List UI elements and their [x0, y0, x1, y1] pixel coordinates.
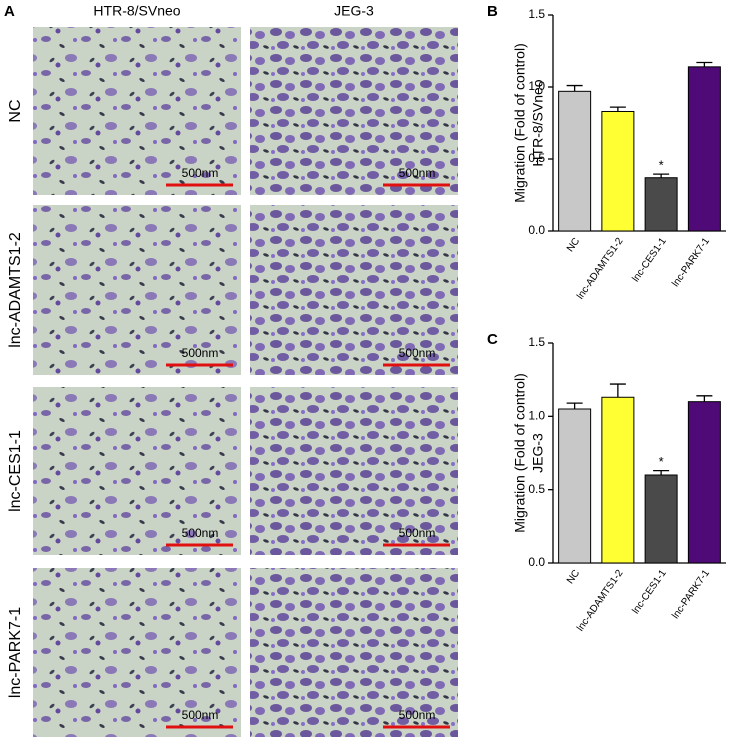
- scale-bar-label: 500nm: [182, 346, 219, 360]
- scale-bar-label: 500nm: [399, 346, 436, 360]
- y-axis-label: Migration (Fold of control): [512, 373, 528, 533]
- scale-bar-label: 500nm: [399, 708, 436, 722]
- cell-stain: [250, 205, 458, 375]
- scale-bar-label: 500nm: [399, 166, 436, 180]
- column-header: JEG-3: [334, 3, 374, 19]
- panel-label: A: [4, 3, 15, 20]
- scale-bar-label: 500nm: [182, 526, 219, 540]
- error-bar: [653, 173, 670, 178]
- row-label: lnc-ADAMTS1-2: [7, 232, 24, 348]
- x-tick-label: lnc-ADAMTS1-2: [575, 568, 626, 634]
- y-tick-label: 1.5: [528, 7, 545, 21]
- panel-label: B: [487, 3, 498, 20]
- y-tick-label: 1.0: [528, 409, 545, 423]
- x-tick-label: lnc-ADAMTS1-2: [575, 236, 626, 302]
- x-tick-label: NC: [565, 236, 582, 254]
- row-label: NC: [7, 99, 24, 122]
- cell-stain: [33, 27, 241, 195]
- x-tick-label: lnc-PARK7-1: [670, 568, 712, 621]
- bar: [601, 396, 635, 564]
- cell-stain: [33, 205, 241, 375]
- bar: [644, 177, 678, 232]
- scale-bar-label: 500nm: [182, 708, 219, 722]
- scale-bar-label: 500nm: [399, 526, 436, 540]
- y-axis-label: HTR-8/SVneo: [530, 79, 546, 166]
- x-tick-label: lnc-CES1-1: [630, 568, 669, 617]
- bar: [687, 66, 721, 232]
- error-bar: [696, 395, 713, 402]
- column-header: HTR-8/SVneo: [93, 3, 180, 19]
- x-tick-label: lnc-PARK7-1: [670, 236, 712, 289]
- y-tick-label: 0.5: [528, 482, 545, 496]
- row-label: lnc-PARK7-1: [7, 607, 24, 698]
- x-tick-label: NC: [565, 568, 582, 586]
- y-tick-label: 0.5: [528, 151, 545, 165]
- error-bar: [566, 402, 583, 409]
- y-tick-label: 1.0: [528, 79, 545, 93]
- y-tick-label: 0.0: [528, 555, 545, 569]
- scale-bar-label: 500nm: [182, 166, 219, 180]
- error-bar: [609, 106, 626, 112]
- error-bar: [696, 61, 713, 67]
- cell-stain: [250, 27, 458, 195]
- bar: [558, 90, 592, 232]
- significance-mark: *: [659, 454, 664, 469]
- error-bar: [566, 84, 583, 92]
- y-axis-label: JEG-3: [530, 433, 546, 473]
- bar: [601, 110, 635, 232]
- cell-stain: [33, 387, 241, 555]
- error-bar: [653, 469, 670, 475]
- cell-stain: [250, 387, 458, 555]
- bar: [558, 408, 592, 564]
- cell-stain: [250, 568, 458, 737]
- y-axis-label: Migration (Fold of control): [512, 43, 528, 203]
- bar: [687, 401, 721, 564]
- row-label: lnc-CES1-1: [7, 430, 24, 512]
- error-bar: [609, 383, 626, 398]
- significance-mark: *: [659, 158, 664, 173]
- y-tick-label: 0.0: [528, 223, 545, 237]
- x-tick-label: lnc-CES1-1: [630, 236, 669, 285]
- cell-stain: [33, 568, 241, 737]
- y-tick-label: 1.5: [528, 335, 545, 349]
- bar: [644, 474, 678, 564]
- panel-label: C: [487, 331, 498, 348]
